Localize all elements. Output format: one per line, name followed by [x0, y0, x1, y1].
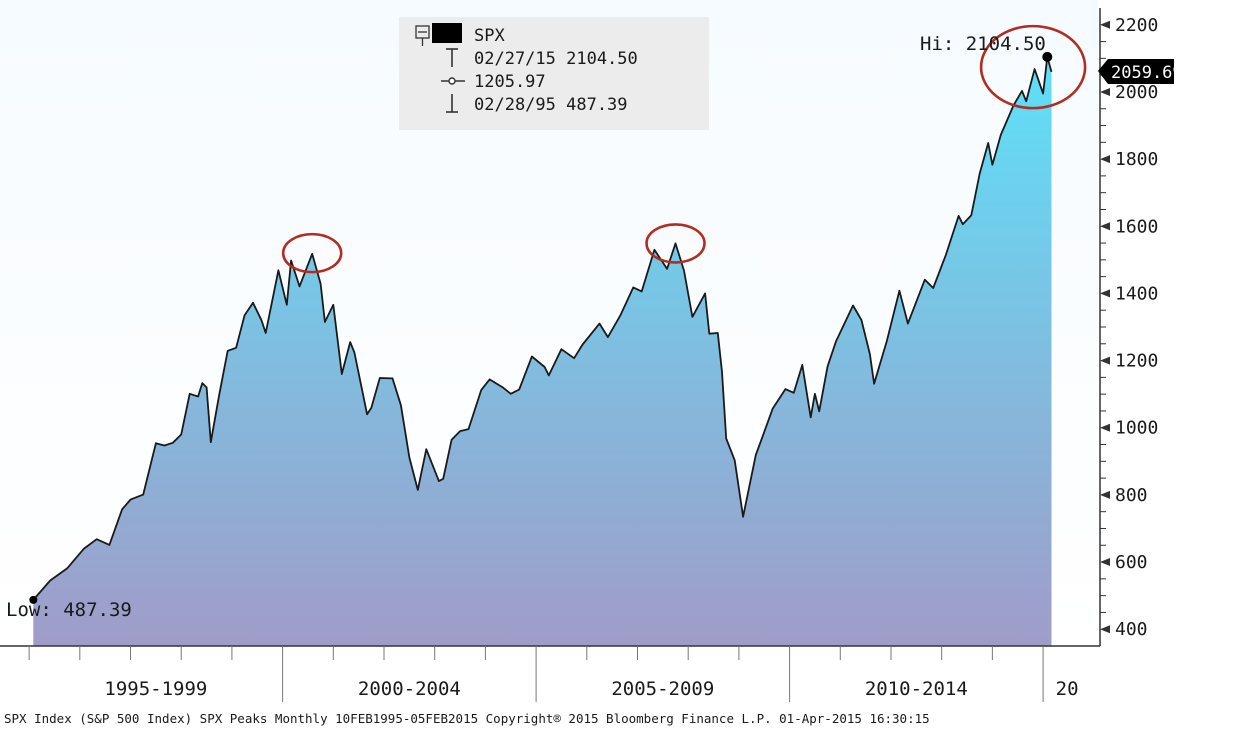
legend-collapse-icon[interactable]: [415, 25, 430, 46]
y-tick-arrow: [1100, 423, 1110, 432]
x-period-label: 2010-2014: [865, 678, 968, 700]
footer-caption: SPX Index (S&P 500 Index) SPX Peaks Mont…: [4, 711, 930, 726]
y-tick-arrow: [1100, 20, 1110, 29]
y-tick-label: 1600: [1115, 216, 1158, 237]
y-tick-label: 1200: [1115, 351, 1158, 372]
peak-highlight-circle: [645, 223, 706, 264]
area-layer: [29, 51, 1053, 646]
x-period-label: 1995-1999: [104, 678, 207, 700]
y-tick-arrow: [1100, 558, 1110, 567]
peak-highlights: [281, 24, 1087, 274]
low-marker: [29, 595, 38, 604]
y-tick-arrow: [1100, 289, 1110, 298]
legend-high: 02/27/15 2104.50: [474, 49, 638, 69]
y-tick-arrow: [1100, 625, 1110, 634]
y-axis: 400 600 800 1000 1200 1400 1600 1800 2000 2200: [1099, 8, 1158, 646]
last-value: 2059.69: [1111, 63, 1183, 83]
legend-series-swatch-icon: [432, 23, 462, 43]
peak-highlight-circle: [979, 24, 1087, 110]
y-tick-label: 1800: [1115, 149, 1158, 170]
hi-annotation: Hi: 2104.50: [920, 33, 1046, 55]
y-tick-label: 600: [1115, 552, 1148, 573]
last-value-tag-bg: [1098, 59, 1174, 84]
x-period-label: 20: [1056, 678, 1079, 700]
y-tick-label: 1400: [1115, 283, 1158, 304]
x-period-label: 2005-2009: [611, 678, 714, 700]
y-tick-label: 1000: [1115, 418, 1158, 439]
series-line: [32, 56, 1053, 601]
x-axis: 1995-1999 2000-2004 2005-2009 2010-2014 20: [0, 645, 1100, 702]
y-tick-arrow: [1100, 222, 1110, 231]
x-period-label: 2000-2004: [358, 678, 461, 700]
high-marker: [1042, 51, 1053, 62]
y-tick-arrow: [1100, 87, 1110, 96]
y-tick-label: 2000: [1115, 82, 1158, 103]
legend-average-icon: [441, 77, 465, 85]
last-value-tag: 2059.69: [1098, 59, 1183, 84]
y-tick-label: 800: [1115, 485, 1148, 506]
y-tick-arrow: [1100, 490, 1110, 499]
legend-series-name: SPX: [474, 26, 505, 46]
legend-low: 02/28/95 487.39: [474, 95, 628, 115]
series-area: [33, 56, 1052, 646]
y-tick-arrow: [1100, 356, 1110, 365]
peak-highlight-circle: [281, 232, 343, 274]
y-tick-label: 2200: [1115, 15, 1158, 36]
legend-average: 1205.97: [474, 72, 546, 92]
low-annotation: Low: 487.39: [6, 599, 132, 621]
legend-low-icon: [446, 94, 458, 113]
y-tick-arrow: [1100, 155, 1110, 164]
legend-high-icon: [446, 48, 458, 67]
legend: SPX 02/27/15 2104.50 1205.97 02/28/95 48…: [399, 17, 709, 130]
y-tick-label: 400: [1115, 619, 1148, 640]
